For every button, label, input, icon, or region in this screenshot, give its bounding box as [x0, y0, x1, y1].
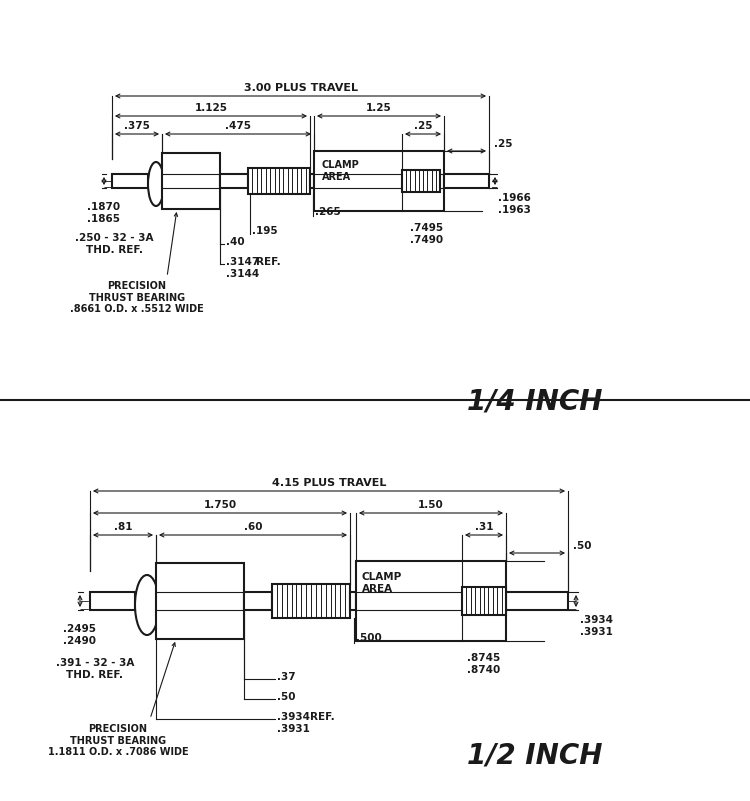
Text: .1966
.1963: .1966 .1963: [498, 193, 531, 215]
Text: .195: .195: [252, 226, 278, 236]
Text: REF.: REF.: [256, 257, 280, 267]
Text: 1.750: 1.750: [203, 500, 236, 510]
Ellipse shape: [135, 575, 159, 635]
Text: .250 - 32 - 3A
THD. REF.: .250 - 32 - 3A THD. REF.: [75, 233, 153, 255]
Text: .3931: .3931: [277, 724, 310, 734]
Bar: [220, 174, 248, 188]
Text: 1/4 INCH: 1/4 INCH: [467, 387, 603, 415]
Text: .50: .50: [277, 692, 296, 702]
Text: .475: .475: [225, 121, 251, 131]
Text: 3.00 PLUS TRAVEL: 3.00 PLUS TRAVEL: [244, 83, 358, 93]
Text: .60: .60: [244, 522, 262, 532]
Bar: [244, 592, 272, 610]
Text: .3144: .3144: [226, 269, 260, 279]
Bar: [462, 587, 506, 615]
Text: CLAMP
AREA: CLAMP AREA: [362, 572, 402, 594]
Text: .3934: .3934: [277, 712, 310, 722]
Bar: [90, 592, 135, 610]
Text: .1870
.1865: .1870 .1865: [88, 202, 121, 223]
Text: 1/2 INCH: 1/2 INCH: [467, 742, 603, 770]
Text: 1.125: 1.125: [194, 103, 227, 113]
Bar: [356, 561, 506, 641]
Text: 4.15 PLUS TRAVEL: 4.15 PLUS TRAVEL: [272, 478, 386, 488]
Text: PRECISION
THRUST BEARING
1.1811 O.D. x .7086 WIDE: PRECISION THRUST BEARING 1.1811 O.D. x .…: [48, 724, 188, 757]
Bar: [444, 174, 489, 188]
Text: CLAMP
AREA: CLAMP AREA: [322, 160, 360, 182]
Bar: [248, 168, 310, 194]
Bar: [314, 151, 444, 211]
Text: .7495
.7490: .7495 .7490: [410, 223, 443, 244]
Text: .31: .31: [475, 522, 494, 532]
Ellipse shape: [148, 162, 164, 206]
Text: .391 - 32 - 3A
THD. REF.: .391 - 32 - 3A THD. REF.: [56, 658, 134, 679]
Text: .50: .50: [573, 541, 592, 551]
Text: .500: .500: [356, 633, 382, 643]
Text: .25: .25: [414, 121, 432, 131]
Text: .3147: .3147: [226, 257, 260, 267]
Text: 1.50: 1.50: [419, 500, 444, 510]
Text: .375: .375: [124, 121, 150, 131]
Bar: [402, 170, 440, 192]
Bar: [310, 174, 314, 188]
Text: .265: .265: [315, 207, 340, 217]
Text: .81: .81: [114, 522, 132, 532]
Text: .8745
.8740: .8745 .8740: [467, 653, 500, 674]
Bar: [272, 584, 350, 618]
Bar: [506, 592, 568, 610]
Bar: [112, 174, 148, 188]
Text: PRECISION
THRUST BEARING
.8661 O.D. x .5512 WIDE: PRECISION THRUST BEARING .8661 O.D. x .5…: [70, 281, 204, 314]
Text: .37: .37: [277, 672, 296, 682]
Bar: [162, 153, 220, 209]
Text: 1.25: 1.25: [366, 103, 392, 113]
Text: .2495
.2490: .2495 .2490: [64, 624, 97, 646]
Text: .3934
.3931: .3934 .3931: [580, 615, 613, 637]
Text: .40: .40: [226, 237, 245, 247]
Bar: [350, 592, 356, 610]
Text: REF.: REF.: [310, 712, 334, 722]
Bar: [156, 563, 244, 639]
Text: .25: .25: [494, 139, 512, 149]
